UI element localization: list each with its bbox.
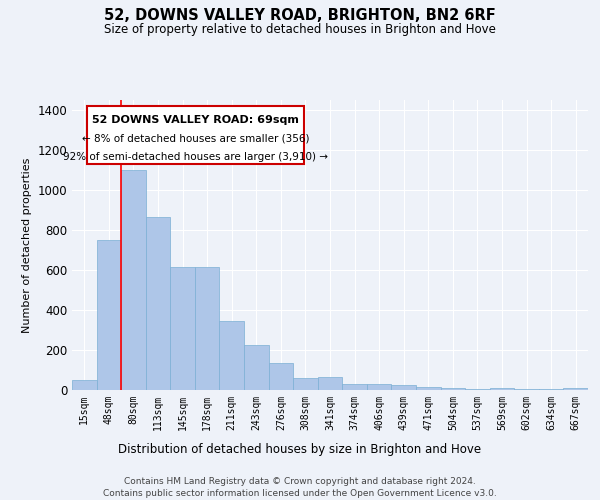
Bar bbox=[539, 389, 563, 390]
Y-axis label: Number of detached properties: Number of detached properties bbox=[22, 158, 32, 332]
Bar bbox=[72, 380, 97, 390]
Bar bbox=[342, 384, 367, 390]
Bar bbox=[391, 385, 416, 390]
Bar bbox=[318, 377, 342, 390]
FancyBboxPatch shape bbox=[88, 106, 304, 164]
Text: 92% of semi-detached houses are larger (3,910) →: 92% of semi-detached houses are larger (… bbox=[64, 152, 328, 162]
Bar bbox=[440, 388, 465, 390]
Text: Size of property relative to detached houses in Brighton and Hove: Size of property relative to detached ho… bbox=[104, 22, 496, 36]
Bar bbox=[367, 384, 391, 390]
Text: Distribution of detached houses by size in Brighton and Hove: Distribution of detached houses by size … bbox=[118, 442, 482, 456]
Bar bbox=[269, 363, 293, 390]
Bar bbox=[563, 388, 588, 390]
Text: ← 8% of detached houses are smaller (356): ← 8% of detached houses are smaller (356… bbox=[82, 134, 310, 143]
Bar bbox=[490, 388, 514, 390]
Bar bbox=[146, 217, 170, 390]
Bar bbox=[195, 267, 220, 390]
Bar bbox=[514, 389, 539, 390]
Bar bbox=[244, 345, 269, 390]
Text: Contains public sector information licensed under the Open Government Licence v3: Contains public sector information licen… bbox=[103, 489, 497, 498]
Text: 52 DOWNS VALLEY ROAD: 69sqm: 52 DOWNS VALLEY ROAD: 69sqm bbox=[92, 114, 299, 124]
Text: Contains HM Land Registry data © Crown copyright and database right 2024.: Contains HM Land Registry data © Crown c… bbox=[124, 478, 476, 486]
Bar bbox=[97, 240, 121, 390]
Bar bbox=[416, 387, 440, 390]
Bar bbox=[170, 267, 195, 390]
Bar bbox=[465, 389, 490, 390]
Text: 52, DOWNS VALLEY ROAD, BRIGHTON, BN2 6RF: 52, DOWNS VALLEY ROAD, BRIGHTON, BN2 6RF bbox=[104, 8, 496, 22]
Bar bbox=[293, 378, 318, 390]
Bar bbox=[121, 170, 146, 390]
Bar bbox=[220, 321, 244, 390]
